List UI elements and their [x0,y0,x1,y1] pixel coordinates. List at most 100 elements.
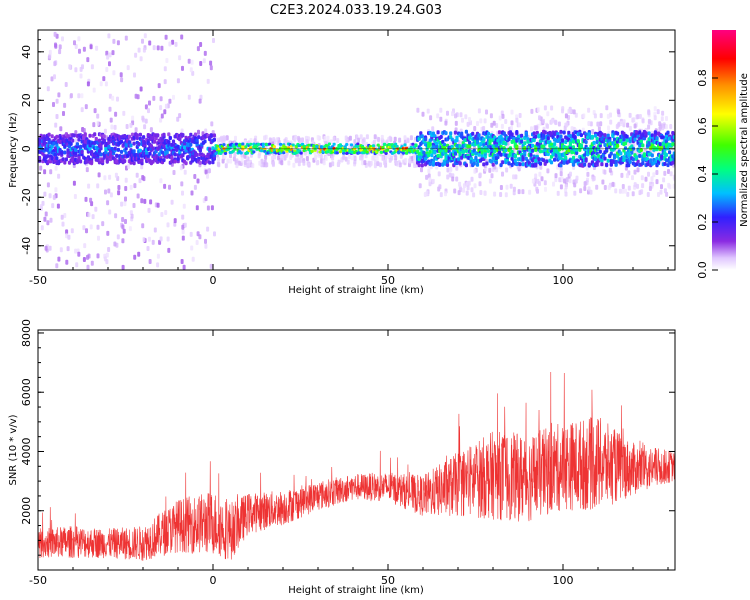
spectrogram-cell [74,151,78,155]
spectrogram-cell [54,122,58,128]
spectrogram-cell [97,160,102,165]
spectrogram-cell [571,139,576,144]
spectrogram-cell [125,124,129,129]
spectrogram-cell [137,47,141,53]
spectrogram-cell [132,161,136,166]
spectrogram-cell [353,147,357,151]
spectrogram-cell [600,132,604,137]
spectrogram-cell [82,46,86,52]
spectrogram-cell [595,140,599,144]
spectrogram-cell [153,227,157,233]
spectrogram-cell [93,132,97,137]
spectrogram-cell [335,151,339,155]
spectrogram-cell [476,121,479,126]
spectrogram-cell [403,135,407,141]
spectrogram-cell [538,171,542,177]
spectrogram-cell [448,172,452,178]
spectrogram-cell [134,127,138,133]
spectrogram-cell [310,149,314,153]
spectrogram-cell [361,160,365,166]
spectrogram-cell [619,151,623,156]
spectrogram-cell [264,154,268,160]
spectrogram-cell [96,224,100,230]
spectrogram-cell [429,115,433,121]
spectrogram-cell [508,146,513,151]
spectrogram-cell [135,172,139,178]
spectrogram-cell [180,34,184,40]
spectrogram-cell [419,131,423,136]
spectrogram-cell [359,148,363,152]
snr-panel: -50 0 50 100 2000 4000 6000 8000 Height of stra… [8,319,676,596]
spectrogram-cell [144,118,148,124]
spectrogram-cell [420,163,424,168]
spectrogram-cell [571,162,576,167]
spectrogram-cell [52,141,56,146]
spectrogram-cell [90,150,94,154]
spectrogram-cell [160,212,164,217]
spectrogram-cell [393,136,397,142]
spectrogram-cell [660,154,664,159]
spectrogram-cell [103,128,107,134]
snr-x-tick-label: 50 [381,574,395,587]
spectrogram-cell [622,119,626,125]
spectrogram-cell [457,190,461,196]
spectrogram-cell [144,104,148,110]
spectrogram-cell [628,112,632,118]
spectrogram-cell [605,105,609,111]
spectrogram-cell [108,209,112,215]
spectrogram-cell [561,106,565,112]
spectrogram-cell [633,169,637,175]
spectrogram-cell [322,160,326,166]
spectrogram-cell [531,178,535,184]
spectrogram-cell [46,220,50,226]
spectrogram-cell [196,231,200,237]
spectrogram-cell [57,256,61,262]
spectrogram-cell [307,147,311,151]
spectrogram-cell [79,66,83,72]
spectrogram-cell [43,191,47,197]
spectrogram-cell [464,114,468,120]
spectrogram-cell [43,169,47,175]
spectrogram-cell [233,151,237,157]
spectrogram-cell [141,38,144,44]
spectrogram-cell [107,140,111,145]
spectrogram-cell [203,50,207,56]
spectrogram-cell [559,129,563,134]
spectrogram-cell [554,177,558,183]
spectrogram-cell [475,140,480,145]
spectrogram-cell [431,145,435,150]
spectrogram-cell [431,178,435,184]
spectrogram-cell [124,186,128,191]
spectrogram-cell [77,251,81,257]
spectrogram-cell [65,229,69,235]
spectrogram-cell [113,124,117,130]
spectrogram-cell [113,241,117,247]
spectrogram-cell [644,131,648,136]
spectrogram-cell [199,94,203,100]
spectrogram-cell [159,96,163,102]
spectrogram-cell [212,133,216,138]
spectrogram-cell [50,76,54,82]
spectrogram-cell [564,184,568,190]
spectrogram-cell [601,153,606,158]
spectrogram-cell [444,191,447,197]
spectrogram-cell [583,186,587,191]
spectrogram-cell [187,58,191,64]
spectrogram-cell [546,168,550,174]
spectrogram-cell [423,137,428,142]
spectrogram-cell [167,140,171,145]
snr-ticks: -50 0 50 100 2000 4000 6000 8000 [20,319,675,587]
spectrogram-cell [152,45,156,51]
spectrogram-cell [591,176,595,182]
spectrogram-cell [268,137,272,143]
spectrogram-cell [611,181,615,187]
spectrogram-cell [326,135,330,141]
spectrogram-cell [168,41,172,47]
spectrogram-cell [190,190,194,196]
spectrogram-cell [541,118,545,124]
spectrogram-cell [381,146,385,149]
spectrogram-cell [416,107,420,113]
spectrogram-cell [156,45,160,51]
spectrogram-cell [74,138,78,144]
spectrogram-cell [598,149,602,154]
